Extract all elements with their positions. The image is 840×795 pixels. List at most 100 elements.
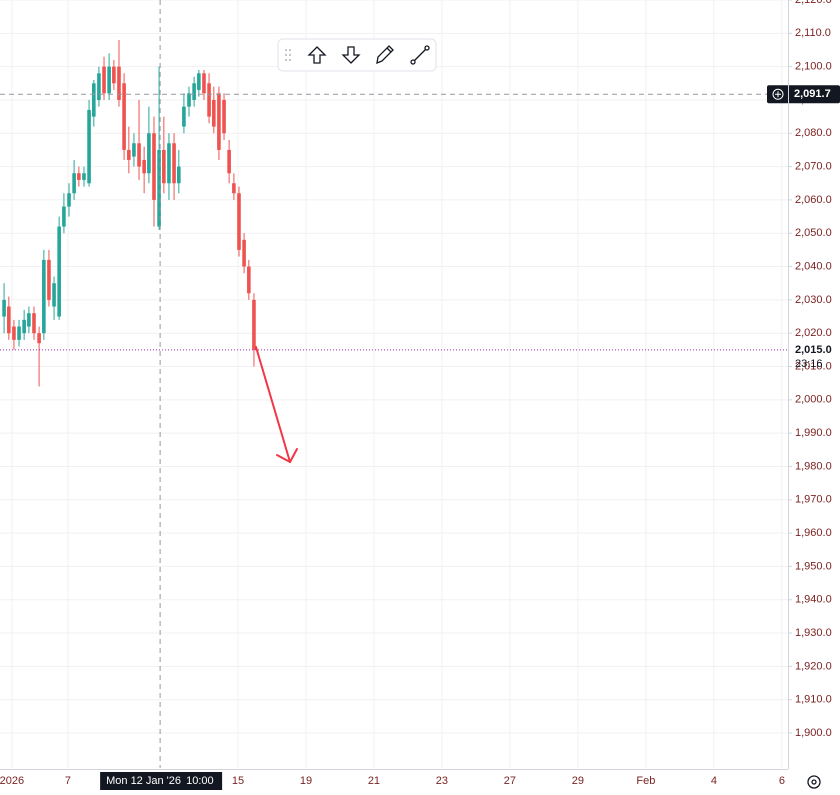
candle-body: [202, 73, 206, 94]
y-tick-label: 1,900.0: [795, 727, 832, 739]
candle-body: [112, 66, 116, 84]
candle-body: [67, 193, 71, 207]
candle-body: [192, 83, 196, 100]
y-tick-label: 2,020.0: [795, 327, 832, 339]
candle-body: [162, 149, 166, 184]
x-tick-label: 15: [232, 775, 244, 787]
last-price-label: 2,015.0: [795, 344, 832, 356]
candle-body: [237, 193, 241, 250]
pencil-tool[interactable]: [376, 45, 394, 65]
candle-body: [117, 66, 121, 100]
candle-body: [32, 313, 36, 334]
candle-body: [132, 143, 136, 157]
arrow-shaft: [255, 346, 291, 463]
x-tick-label: 27: [504, 775, 516, 787]
y-tick-label: 2,080.0: [795, 127, 832, 139]
candle-body: [17, 326, 21, 340]
candle-body: [217, 93, 221, 150]
x-tick-label: 19: [300, 775, 312, 787]
crosshair-price-label: 2,091.7: [794, 88, 831, 100]
candle-body: [137, 143, 141, 167]
x-tick-label: 2026: [0, 775, 24, 787]
y-tick-label: 1,990.0: [795, 427, 832, 439]
candle-body: [77, 173, 81, 180]
candle-body: [197, 73, 201, 90]
candle-body: [177, 166, 181, 184]
candle-body: [187, 93, 191, 107]
y-tick-label: 1,940.0: [795, 594, 832, 606]
candle-body: [72, 173, 76, 194]
candle-body: [252, 299, 256, 350]
candle-body: [172, 143, 176, 184]
countdown-label: 23:16: [795, 358, 823, 370]
drag-handle[interactable]: [285, 49, 291, 61]
candle-body: [212, 99, 216, 127]
y-tick-label: 1,950.0: [795, 560, 832, 572]
candle-body: [42, 259, 46, 334]
arrow-up-tool[interactable]: [307, 46, 327, 64]
x-tick-label: 4: [711, 775, 717, 787]
candle-body: [222, 99, 226, 134]
settings-button[interactable]: [807, 775, 821, 789]
y-tick-label: 1,970.0: [795, 494, 832, 506]
candle-body: [107, 66, 111, 94]
candle-body: [122, 83, 126, 150]
candle-body: [62, 206, 66, 227]
candle-body: [12, 326, 16, 340]
candle-body: [27, 313, 31, 327]
y-tick-label: 2,120.0: [795, 0, 832, 6]
candle-body: [232, 183, 236, 194]
y-tick-label: 2,040.0: [795, 260, 832, 272]
y-tick-label: 2,100.0: [795, 61, 832, 73]
candle-body: [52, 283, 56, 307]
candle-body: [247, 266, 251, 294]
candle-body: [157, 149, 161, 227]
candle-body: [82, 173, 86, 180]
y-tick-label: 1,910.0: [795, 694, 832, 706]
y-tick-label: 1,920.0: [795, 660, 832, 672]
grid: [0, 0, 792, 768]
x-tick-label: 29: [572, 775, 584, 787]
candle-body: [92, 83, 96, 117]
candle-body: [127, 149, 131, 160]
y-tick-label: 2,000.0: [795, 394, 832, 406]
x-tick-label: 7: [65, 775, 71, 787]
y-tick-label: 2,110.0: [795, 27, 831, 39]
candle-body: [7, 306, 11, 334]
candles: [2, 39, 256, 387]
y-tick-label: 2,030.0: [795, 294, 832, 306]
y-tick-label: 2,050.0: [795, 227, 832, 239]
crosshair-add-plus: [775, 91, 781, 98]
drawn-arrow[interactable]: [255, 346, 298, 464]
candle-body: [152, 133, 156, 200]
candle-body: [87, 109, 91, 184]
crosshair-time-hour: 10:00: [186, 775, 214, 787]
x-tick-label: Feb: [636, 775, 655, 787]
candle-body: [22, 319, 26, 334]
y-tick-label: 1,930.0: [795, 627, 832, 639]
arrow-head: [276, 448, 298, 464]
x-tick-label: 23: [436, 775, 448, 787]
candle-body: [182, 106, 186, 127]
y-tick-label: 2,070.0: [795, 161, 832, 173]
crosshair-time-badge: [100, 772, 223, 790]
y-tick-label: 1,980.0: [795, 460, 832, 472]
y-tick-label: 2,060.0: [795, 194, 832, 206]
candle-body: [227, 149, 231, 174]
candle-body: [37, 333, 41, 344]
trendline-tool[interactable]: [410, 45, 430, 65]
candle-body: [242, 239, 246, 267]
candle-body: [97, 73, 101, 100]
crosshair-add-icon: [772, 88, 784, 100]
candle-body: [47, 259, 51, 300]
candle-body: [167, 143, 171, 184]
x-tick-label: 21: [368, 775, 380, 787]
y-tick-label: 1,960.0: [795, 527, 832, 539]
candle-body: [142, 159, 146, 174]
candle-body: [102, 66, 106, 94]
crosshair-time-label: Mon 12 Jan '26: [106, 775, 181, 787]
arrow-down-tool[interactable]: [341, 46, 361, 64]
